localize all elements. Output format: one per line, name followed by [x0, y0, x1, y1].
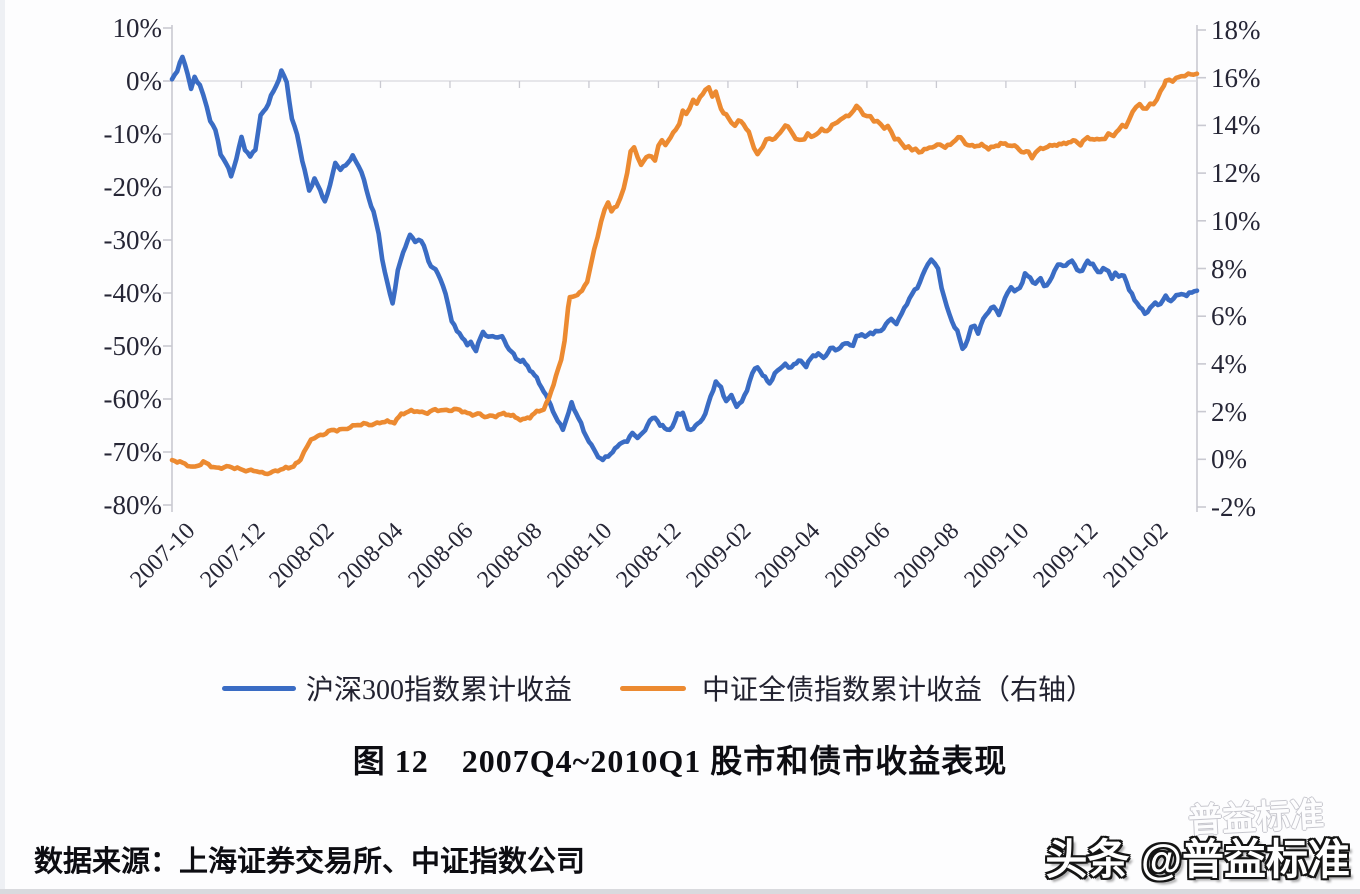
left-axis-label: -80% — [103, 490, 162, 520]
page-bottom-edge — [0, 889, 1360, 894]
legend-swatch-csi300 — [222, 686, 296, 691]
left-axis-label: -70% — [103, 437, 162, 467]
right-axis-label: 0% — [1211, 444, 1247, 475]
watermark: 普益标准 头条 @普益标准 — [1022, 788, 1352, 888]
legend-label-csi300: 沪深300指数累计收益 — [306, 675, 573, 706]
data-source-note: 数据来源：上海证券交易所、中证指数公司 — [34, 846, 586, 878]
right-axis-label: -2% — [1211, 492, 1256, 522]
series-line-bond-index — [169, 71, 1200, 477]
left-axis-label: 0% — [126, 66, 162, 96]
right-axis-label: 12% — [1211, 158, 1261, 189]
right-axis-label: 6% — [1211, 301, 1247, 332]
right-axis-label: 10% — [1211, 205, 1261, 236]
watermark-prefix: 头条 — [1045, 836, 1130, 883]
right-axis-label: 14% — [1211, 110, 1261, 141]
left-axis-label: 10% — [112, 13, 163, 43]
right-axis-label: 16% — [1211, 62, 1261, 93]
left-axis-label: -10% — [103, 119, 162, 149]
legend-swatch-bond-index — [620, 686, 686, 691]
left-axis-label: -20% — [103, 172, 162, 202]
legend-label-bond-index: 中证全债指数累计收益（右轴） — [702, 675, 1095, 706]
chart-title: 图 12 2007Q4~2010Q1 股市和债市收益表现 — [352, 743, 1008, 779]
left-axis-label: -30% — [103, 225, 162, 255]
page-left-edge — [0, 0, 5, 894]
chart-legend: 沪深300指数累计收益 中证全债指数累计收益（右轴） — [0, 668, 1360, 712]
left-axis-label: -50% — [103, 331, 162, 361]
series-line-csi300 — [169, 54, 1200, 463]
watermark-main-text: 头条 @普益标准 — [1045, 826, 1350, 887]
watermark-handle: @普益标准 — [1141, 836, 1350, 883]
right-axis-label: 18% — [1211, 15, 1261, 45]
left-axis-label: -60% — [103, 384, 162, 414]
right-axis-label: 4% — [1211, 348, 1247, 379]
right-axis-label: 8% — [1211, 253, 1247, 284]
chart-plot-area — [163, 25, 1206, 512]
left-axis-label: -40% — [103, 278, 162, 308]
right-axis-label: 2% — [1211, 396, 1247, 427]
